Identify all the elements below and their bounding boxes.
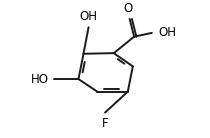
- Text: F: F: [102, 117, 108, 130]
- Text: OH: OH: [158, 26, 176, 39]
- Text: OH: OH: [80, 10, 98, 23]
- Text: HO: HO: [31, 73, 49, 86]
- Text: O: O: [123, 2, 132, 15]
